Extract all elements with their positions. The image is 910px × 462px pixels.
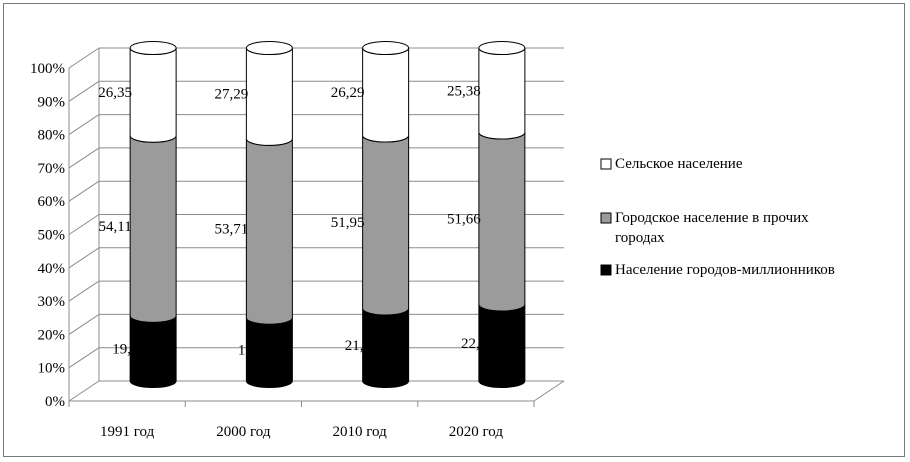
legend-label: Население городов-миллионников <box>615 262 835 278</box>
side-wall-gridline <box>68 313 100 335</box>
legend-swatch-сельское-население <box>600 158 612 170</box>
bar-segment-сельское-население <box>478 47 526 140</box>
x-category-label: 2020 год <box>449 424 504 440</box>
cylinder-top-cap <box>245 41 293 55</box>
data-labels-layer: 19,54 54,11 26,35 19 53,71 27,29 21,76 51,95 26,… <box>98 83 495 358</box>
side-wall-gridline <box>68 214 100 235</box>
bar-segment-городское-население-в-прочих-городах <box>129 135 177 323</box>
side-wall-gridline <box>68 80 100 102</box>
stacked-cylinder-chart: 0% 10% 20% 30% 40% 50% 60% 70% 80% 90% 100% 1991 го… <box>30 41 835 440</box>
data-label: 19 <box>238 342 253 358</box>
axis-layer: 0% 10% 20% 30% 40% 50% 60% 70% 80% 90% 100% 1991 го… <box>30 61 535 440</box>
data-label: 54,11 <box>99 219 132 235</box>
side-wall-gridline <box>68 280 100 302</box>
data-label: 21,76 <box>345 338 379 354</box>
side-wall-gridline <box>68 380 100 402</box>
side-wall-gridline <box>68 47 100 69</box>
side-wall-gridline <box>68 247 100 269</box>
y-tick-label: 100% <box>30 61 65 77</box>
y-tick-label: 70% <box>38 161 66 177</box>
legend-swatch-городское-население-в-прочих-городах <box>600 212 612 224</box>
data-label: 26,29 <box>331 85 365 101</box>
legend-label: городах <box>615 230 665 246</box>
bar-segment-сельское-население <box>362 47 410 143</box>
side-wall-gridline <box>68 347 100 369</box>
data-label: 26,35 <box>98 85 132 101</box>
data-label: 53,71 <box>215 221 249 237</box>
y-tick-label: 60% <box>38 194 66 210</box>
cylinder-top-cap <box>129 41 177 55</box>
bar-segment-городское-население-в-прочих-городах <box>362 135 410 316</box>
bar-segment-сельское-население <box>129 47 177 143</box>
cylinder-top-cap <box>362 41 410 55</box>
bars-layer <box>129 41 526 388</box>
y-tick-label: 90% <box>38 94 66 110</box>
y-tick-label: 40% <box>38 261 66 277</box>
x-category-label: 1991 год <box>100 424 155 440</box>
y-tick-label: 10% <box>38 361 66 377</box>
y-tick-label: 30% <box>38 294 66 310</box>
legend-label: Городское население в прочих <box>615 210 809 226</box>
data-label: 19,54 <box>112 341 146 357</box>
bar-segment-городское-население-в-прочих-городах <box>478 132 526 312</box>
y-tick-label: 20% <box>38 327 66 343</box>
data-label: 27,29 <box>215 86 249 102</box>
side-wall-gridline <box>68 114 100 136</box>
data-label: 25,38 <box>447 83 481 99</box>
side-wall-gridline <box>68 180 100 202</box>
x-category-label: 2010 год <box>333 424 388 440</box>
legend-swatch-население-городов-миллионников <box>600 264 612 276</box>
legend: Сельское население Городское население в … <box>600 156 835 278</box>
y-tick-label: 80% <box>38 128 66 144</box>
y-tick-label: 50% <box>38 228 66 244</box>
bar-segment-население-городов-миллионников <box>245 317 293 388</box>
chart-frame: 0% 10% 20% 30% 40% 50% 60% 70% 80% 90% 100% 1991 го… <box>3 3 905 457</box>
data-label: 51,95 <box>331 215 365 231</box>
bar-segment-сельское-население <box>245 47 293 146</box>
cylinder-top-cap <box>478 41 526 55</box>
data-label: 22,96 <box>461 336 495 352</box>
floor-right-edge <box>533 380 565 402</box>
data-label: 51,66 <box>447 212 481 228</box>
side-wall-gridline <box>68 147 100 169</box>
x-category-label: 2000 год <box>216 424 271 440</box>
y-tick-label: 0% <box>45 394 65 410</box>
legend-label: Сельское население <box>615 156 743 172</box>
bar-segment-городское-население-в-прочих-городах <box>245 138 293 325</box>
